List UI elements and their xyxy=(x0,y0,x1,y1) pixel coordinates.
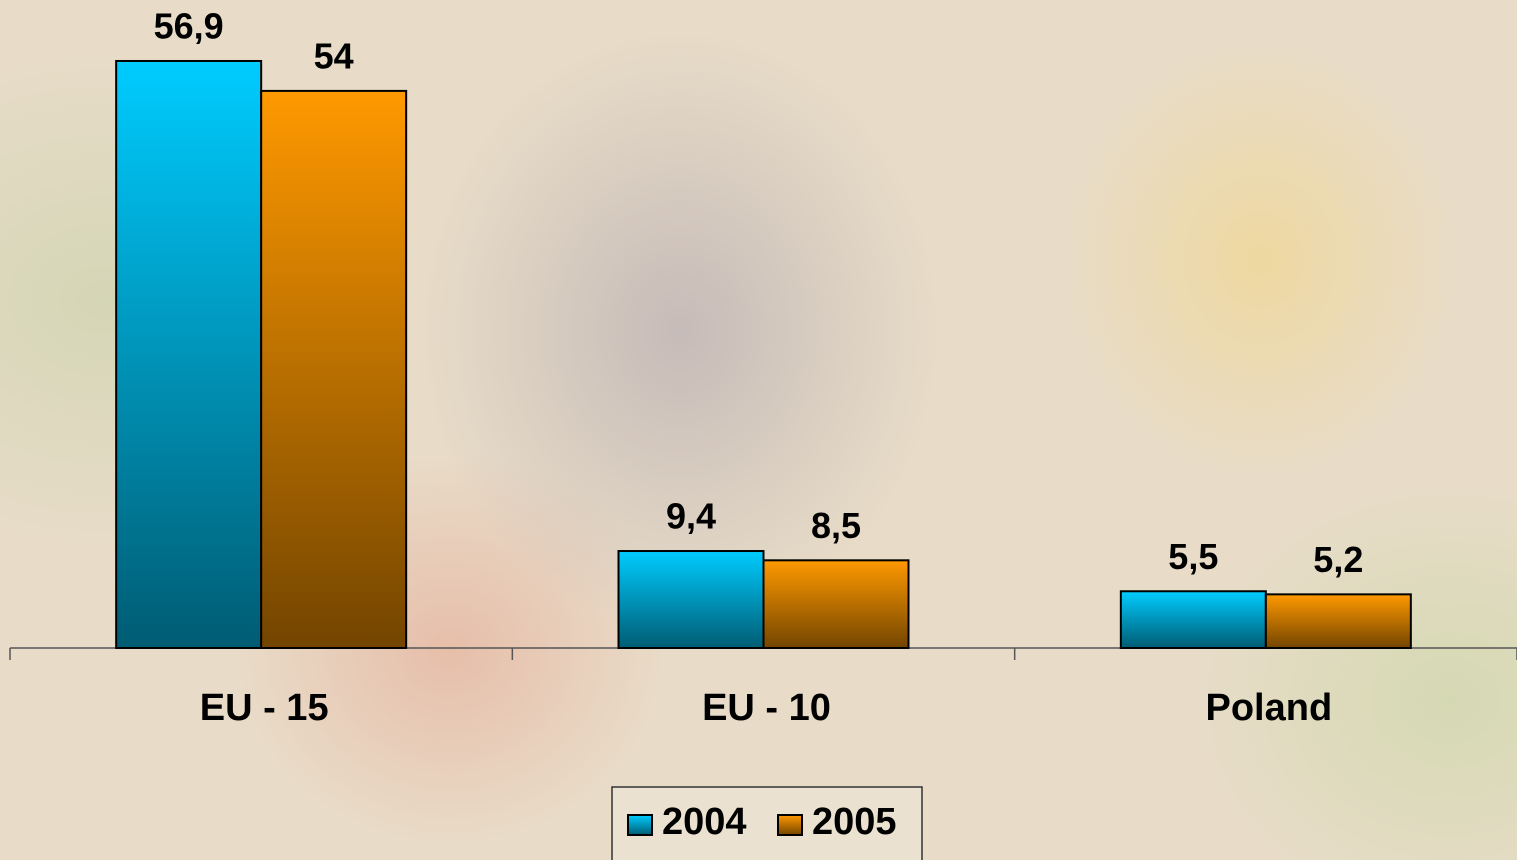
bar xyxy=(764,560,909,648)
bar xyxy=(619,551,764,648)
legend-label: 2004 xyxy=(662,801,747,843)
value-label: 8,5 xyxy=(811,505,861,546)
x-tick-label: EU - 15 xyxy=(200,687,329,729)
value-label: 9,4 xyxy=(666,496,716,537)
legend-label: 2005 xyxy=(812,801,897,843)
bar xyxy=(116,61,261,648)
value-label: 5,2 xyxy=(1313,539,1363,580)
x-tick-label: EU - 10 xyxy=(702,687,831,729)
bar xyxy=(1266,594,1411,648)
bar xyxy=(261,91,406,648)
legend-swatch xyxy=(778,815,802,835)
value-label: 56,9 xyxy=(154,5,224,46)
value-label: 54 xyxy=(314,35,354,76)
bar xyxy=(1121,591,1266,648)
x-tick-label: Poland xyxy=(1205,687,1332,729)
legend-swatch xyxy=(628,815,652,835)
page: EU - 15 56,9 54 EU - 10 9,4 8,5 Poland 5,5 5,2 20… xyxy=(0,0,1517,860)
chart: EU - 15 56,9 54 EU - 10 9,4 8,5 Poland 5,5 5,2 20… xyxy=(0,0,1517,860)
value-label: 5,5 xyxy=(1168,536,1218,577)
